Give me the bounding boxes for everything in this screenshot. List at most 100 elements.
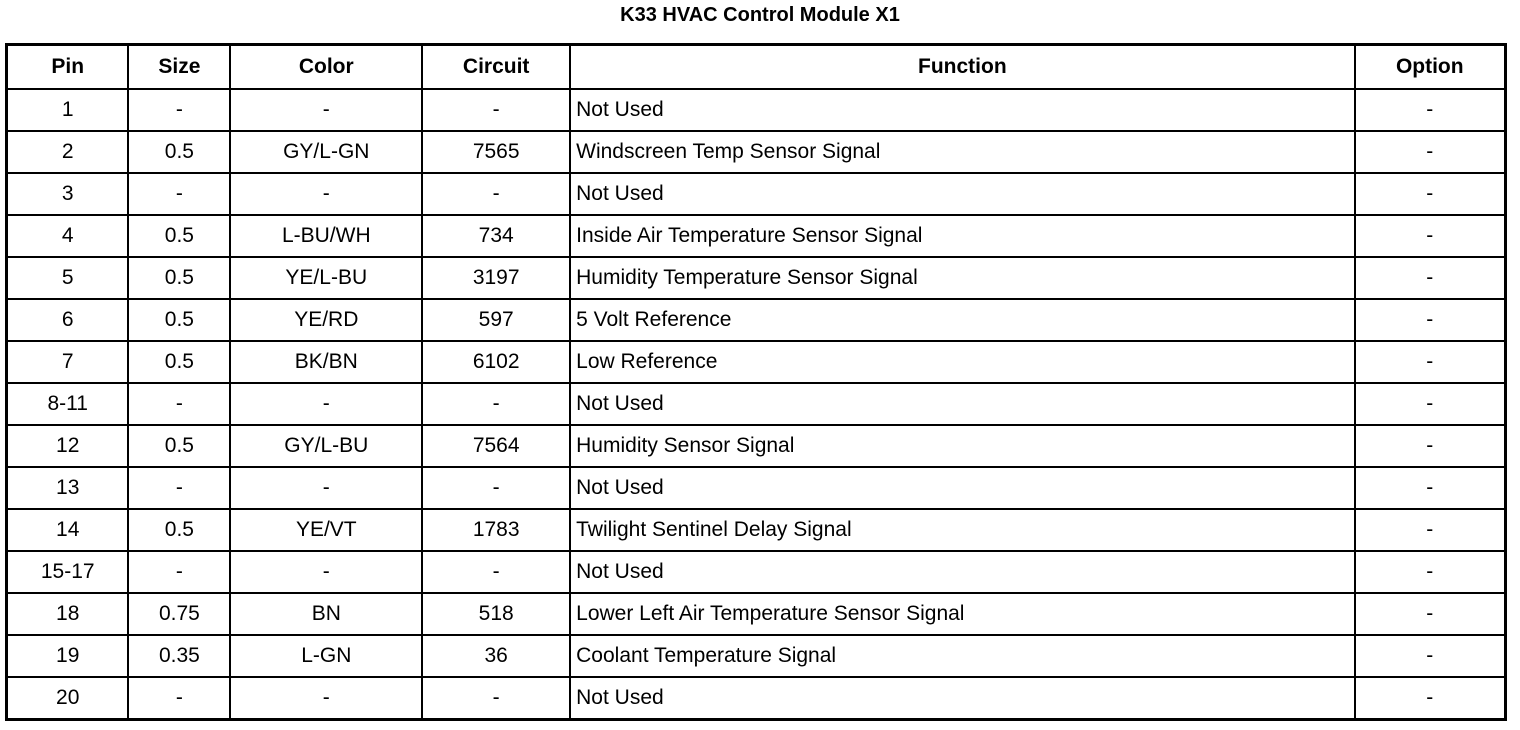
cell-function: Low Reference bbox=[569, 340, 1356, 384]
column-header-color: Color bbox=[229, 43, 424, 90]
cell-pin: 2 bbox=[5, 130, 130, 174]
table-row: 19 0.35 L-GN 36 Coolant Temperature Signal - bbox=[5, 634, 1507, 678]
cell-circuit: 1783 bbox=[421, 508, 572, 552]
cell-circuit: 7565 bbox=[421, 130, 572, 174]
cell-pin: 20 bbox=[5, 676, 130, 721]
cell-circuit: 36 bbox=[421, 634, 572, 678]
cell-color: L-GN bbox=[229, 634, 424, 678]
cell-color: BK/BN bbox=[229, 340, 424, 384]
cell-color: - bbox=[229, 676, 424, 721]
table-row: 7 0.5 BK/BN 6102 Low Reference - bbox=[5, 340, 1507, 384]
header-row: Pin Size Color Circuit Function Option bbox=[5, 43, 1507, 90]
cell-option: - bbox=[1353, 634, 1507, 678]
cell-color: - bbox=[229, 382, 424, 426]
cell-option: - bbox=[1353, 172, 1507, 216]
table-row: 6 0.5 YE/RD 597 5 Volt Reference - bbox=[5, 298, 1507, 342]
column-header-function: Function bbox=[569, 43, 1356, 90]
cell-color: - bbox=[229, 466, 424, 510]
cell-function: Not Used bbox=[569, 550, 1356, 594]
table-row: 15-17- - - Not Used - bbox=[5, 550, 1507, 594]
cell-option: - bbox=[1353, 298, 1507, 342]
cell-option: - bbox=[1353, 340, 1507, 384]
cell-circuit: 6102 bbox=[421, 340, 572, 384]
cell-function: Coolant Temperature Signal bbox=[569, 634, 1356, 678]
cell-pin: 5 bbox=[5, 256, 130, 300]
cell-function: Twilight Sentinel Delay Signal bbox=[569, 508, 1356, 552]
cell-size: - bbox=[127, 172, 232, 216]
cell-circuit: - bbox=[421, 88, 572, 132]
column-header-circuit: Circuit bbox=[421, 43, 572, 90]
cell-option: - bbox=[1353, 550, 1507, 594]
cell-option: - bbox=[1353, 424, 1507, 468]
cell-color: GY/L-BU bbox=[229, 424, 424, 468]
table-row: 12 0.5 GY/L-BU 7564 Humidity Sensor Signal - bbox=[5, 424, 1507, 468]
cell-pin: 1 bbox=[5, 88, 130, 132]
column-header-size: Size bbox=[127, 43, 232, 90]
table-row: 8-11- - - Not Used - bbox=[5, 382, 1507, 426]
cell-option: - bbox=[1353, 676, 1507, 721]
cell-pin: 18 bbox=[5, 592, 130, 636]
cell-circuit: 597 bbox=[421, 298, 572, 342]
cell-size: 0.5 bbox=[127, 424, 232, 468]
cell-pin: 7 bbox=[5, 340, 130, 384]
table-row: 5 0.5 YE/L-BU 3197 Humidity Temperature Sens… bbox=[5, 256, 1507, 300]
cell-option: - bbox=[1353, 256, 1507, 300]
cell-pin: 19 bbox=[5, 634, 130, 678]
cell-function: Not Used bbox=[569, 88, 1356, 132]
cell-color: YE/RD bbox=[229, 298, 424, 342]
table-row: 1- - - Not Used - bbox=[5, 88, 1507, 132]
cell-color: GY/L-GN bbox=[229, 130, 424, 174]
cell-size: 0.5 bbox=[127, 214, 232, 258]
cell-function: Inside Air Temperature Sensor Signal bbox=[569, 214, 1356, 258]
cell-circuit: - bbox=[421, 550, 572, 594]
cell-circuit: 734 bbox=[421, 214, 572, 258]
cell-option: - bbox=[1353, 508, 1507, 552]
cell-size: 0.5 bbox=[127, 256, 232, 300]
cell-pin: 13 bbox=[5, 466, 130, 510]
column-header-option: Option bbox=[1353, 43, 1507, 90]
cell-function: Humidity Sensor Signal bbox=[569, 424, 1356, 468]
cell-circuit: - bbox=[421, 172, 572, 216]
cell-function: Lower Left Air Temperature Sensor Signal bbox=[569, 592, 1356, 636]
table-row: 20- - - Not Used - bbox=[5, 676, 1507, 721]
cell-circuit: 518 bbox=[421, 592, 572, 636]
cell-option: - bbox=[1353, 130, 1507, 174]
table-row: 4 0.5 L-BU/WH 734 Inside Air Temperature Sen… bbox=[5, 214, 1507, 258]
cell-option: - bbox=[1353, 466, 1507, 510]
cell-color: YE/L-BU bbox=[229, 256, 424, 300]
cell-color: BN bbox=[229, 592, 424, 636]
cell-circuit: 7564 bbox=[421, 424, 572, 468]
cell-color: YE/VT bbox=[229, 508, 424, 552]
cell-function: 5 Volt Reference bbox=[569, 298, 1356, 342]
cell-size: - bbox=[127, 676, 232, 721]
cell-size: 0.5 bbox=[127, 340, 232, 384]
cell-color: - bbox=[229, 172, 424, 216]
cell-size: 0.75 bbox=[127, 592, 232, 636]
cell-size: - bbox=[127, 550, 232, 594]
cell-size: - bbox=[127, 382, 232, 426]
cell-function: Not Used bbox=[569, 676, 1356, 721]
table-row: 2 0.5 GY/L-GN 7565 Windscreen Temp Sensor Si… bbox=[5, 130, 1507, 174]
cell-pin: 3 bbox=[5, 172, 130, 216]
cell-pin: 6 bbox=[5, 298, 130, 342]
cell-circuit: 3197 bbox=[421, 256, 572, 300]
cell-size: - bbox=[127, 88, 232, 132]
table-row: 18 0.75 BN 518 Lower Left Air Temperature Se… bbox=[5, 592, 1507, 636]
document-title: K33 HVAC Control Module X1 bbox=[620, 4, 900, 26]
cell-size: - bbox=[127, 466, 232, 510]
cell-option: - bbox=[1353, 592, 1507, 636]
pinout-table: Pin Size Color Circuit Function Option 1- - - No… bbox=[5, 43, 1507, 721]
cell-option: - bbox=[1353, 214, 1507, 258]
cell-size: 0.5 bbox=[127, 130, 232, 174]
cell-pin: 4 bbox=[5, 214, 130, 258]
cell-pin: 12 bbox=[5, 424, 130, 468]
cell-circuit: - bbox=[421, 466, 572, 510]
cell-pin: 15-17 bbox=[5, 550, 130, 594]
cell-pin: 8-11 bbox=[5, 382, 130, 426]
cell-function: Windscreen Temp Sensor Signal bbox=[569, 130, 1356, 174]
cell-color: - bbox=[229, 88, 424, 132]
cell-function: Humidity Temperature Sensor Signal bbox=[569, 256, 1356, 300]
column-header-pin: Pin bbox=[5, 43, 130, 90]
cell-pin: 14 bbox=[5, 508, 130, 552]
cell-function: Not Used bbox=[569, 382, 1356, 426]
